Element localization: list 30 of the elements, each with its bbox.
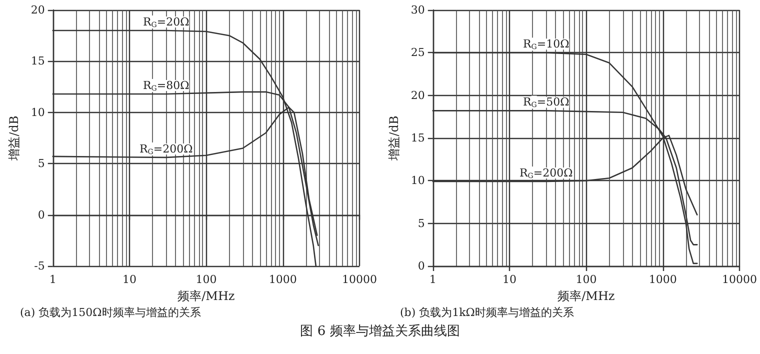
x-tick-label: 10000 <box>722 273 758 286</box>
x-tick-label: 10 <box>122 273 137 286</box>
x-tick-label: 1000 <box>268 273 297 286</box>
y-tick-label: 10 <box>410 174 425 188</box>
x-tick-label: 100 <box>576 273 597 286</box>
x-tick-label: 1 <box>429 273 436 286</box>
y-tick-label: 20 <box>30 4 45 16</box>
y-axis-title: 增益/dB <box>387 116 401 162</box>
caption: 图 6 频率与增益关系曲线图 <box>299 323 461 341</box>
y-tick-label: 30 <box>410 4 425 16</box>
y-tick-label: 5 <box>418 216 425 230</box>
y-axis-title: 增益/dB <box>7 116 21 162</box>
y-tick-label: 10 <box>30 106 45 119</box>
y-tick-label: 15 <box>30 54 45 68</box>
x-tick-label: 100 <box>196 273 217 286</box>
y-tick-label: 0 <box>418 260 425 272</box>
y-tick-label: 5 <box>38 157 45 170</box>
y-tick-label: 25 <box>410 46 425 60</box>
y-tick-label: -5 <box>34 260 45 272</box>
x-tick-label: 1000 <box>648 273 677 286</box>
x-tick-label: 10000 <box>342 273 378 286</box>
text: (b) 负载为1kΩ时频率与增益的关系 <box>400 306 574 319</box>
x-tick-label: 1 <box>49 273 56 286</box>
text: (a) 负载为150Ω时频率与增益的关系 <box>20 306 201 319</box>
y-tick-label: 15 <box>410 132 425 144</box>
x-axis-title: 频率/MHz <box>558 288 615 303</box>
y-tick-label: 0 <box>38 208 45 222</box>
y-tick-label: 20 <box>410 88 425 102</box>
x-axis-title: 频率/MHz <box>178 288 235 303</box>
x-tick-label: 10 <box>502 273 517 286</box>
